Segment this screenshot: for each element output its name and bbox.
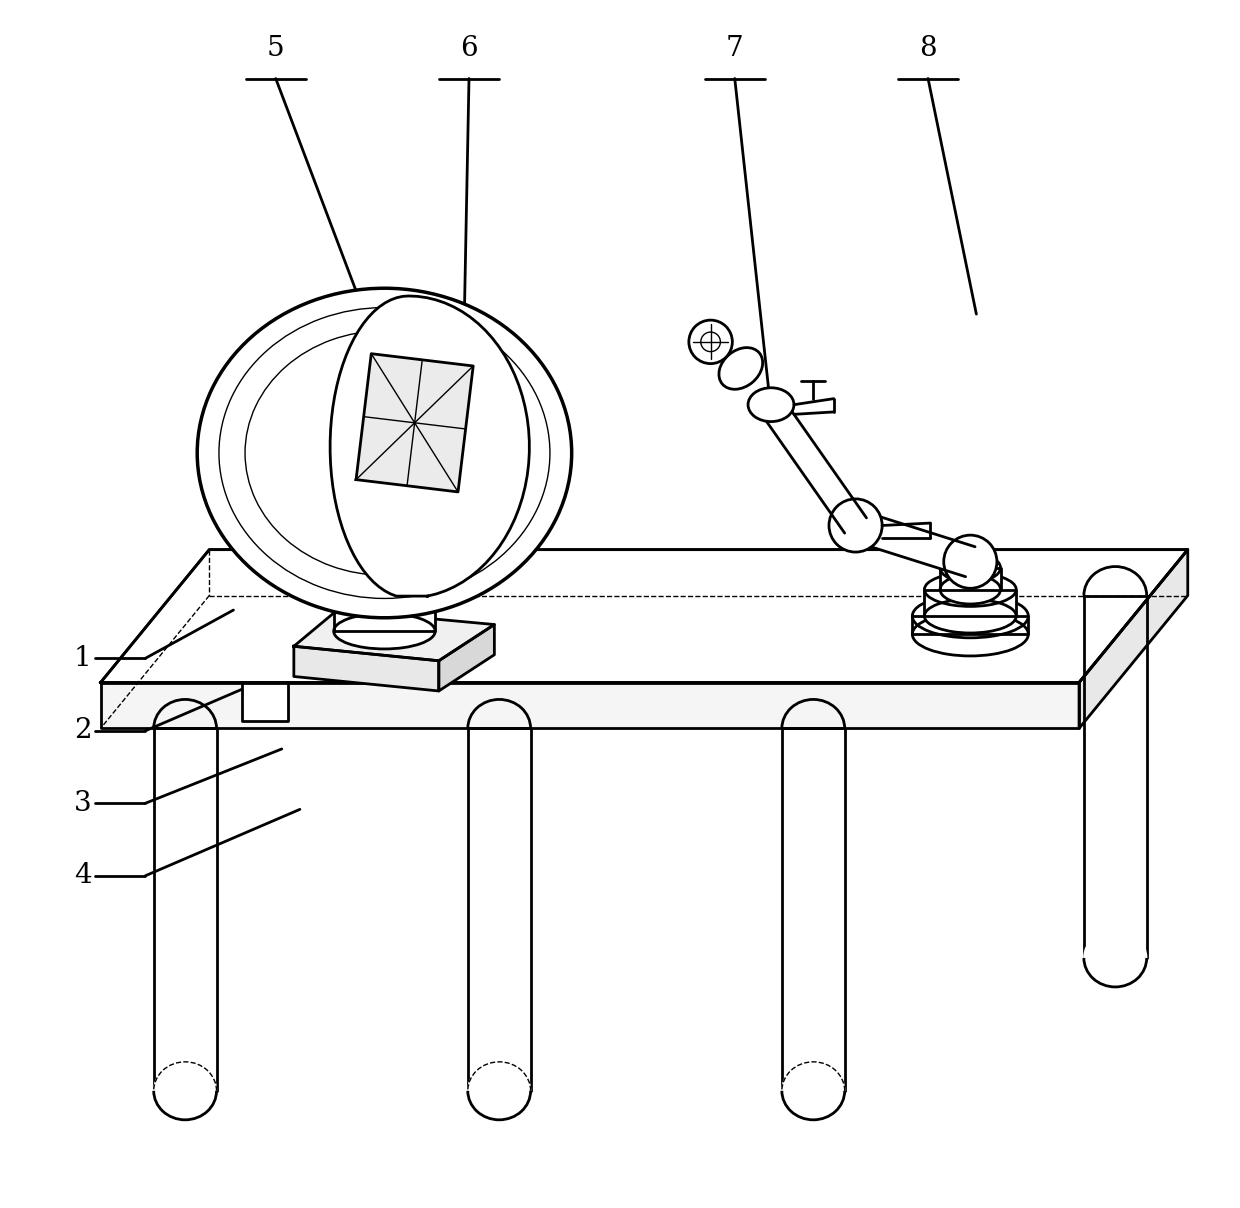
Polygon shape [940, 568, 1001, 590]
Polygon shape [1079, 550, 1188, 728]
Circle shape [701, 332, 720, 352]
Polygon shape [330, 296, 529, 596]
Text: 8: 8 [919, 35, 937, 62]
Polygon shape [334, 583, 435, 632]
Polygon shape [760, 397, 867, 533]
Text: 5: 5 [267, 35, 284, 62]
Ellipse shape [154, 1062, 217, 1120]
Polygon shape [913, 616, 1028, 634]
Ellipse shape [940, 575, 1001, 604]
Polygon shape [100, 550, 1188, 683]
Ellipse shape [924, 599, 1017, 633]
Polygon shape [782, 728, 844, 1091]
Ellipse shape [719, 348, 763, 389]
Circle shape [830, 499, 882, 552]
Ellipse shape [1084, 929, 1147, 987]
Ellipse shape [197, 289, 572, 617]
Circle shape [689, 320, 733, 364]
Ellipse shape [219, 308, 549, 598]
Text: 2: 2 [73, 718, 92, 744]
Ellipse shape [467, 1062, 531, 1120]
Ellipse shape [924, 573, 1017, 606]
Ellipse shape [334, 614, 435, 649]
Ellipse shape [334, 565, 435, 600]
Polygon shape [242, 683, 288, 721]
Polygon shape [154, 728, 217, 1091]
Polygon shape [924, 590, 1017, 616]
Text: 3: 3 [73, 790, 92, 817]
Text: 1: 1 [73, 645, 92, 672]
Polygon shape [1084, 596, 1147, 958]
Polygon shape [467, 728, 531, 1091]
Ellipse shape [940, 553, 1001, 582]
Polygon shape [294, 646, 439, 691]
Polygon shape [294, 610, 495, 661]
Polygon shape [851, 511, 975, 576]
Polygon shape [356, 354, 474, 492]
Ellipse shape [913, 612, 1028, 656]
Circle shape [944, 535, 997, 588]
Ellipse shape [748, 388, 794, 422]
Polygon shape [439, 625, 495, 691]
Ellipse shape [782, 1062, 844, 1120]
Polygon shape [100, 683, 1079, 728]
Text: 7: 7 [725, 35, 744, 62]
Text: 6: 6 [460, 35, 477, 62]
Text: 4: 4 [73, 863, 92, 889]
Ellipse shape [913, 594, 1028, 638]
